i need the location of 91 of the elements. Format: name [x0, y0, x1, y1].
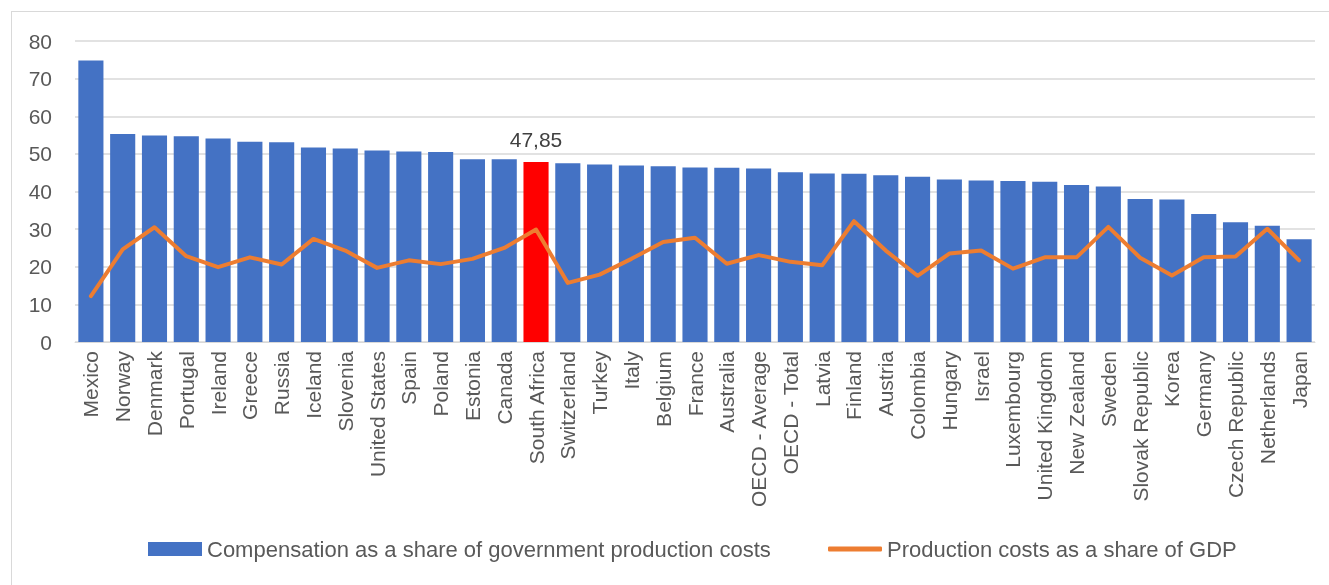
bar	[587, 164, 613, 342]
x-tick-label: Germany	[1192, 350, 1216, 438]
y-tick-label: 30	[28, 217, 52, 241]
x-tick-label: Belgium	[651, 351, 675, 427]
x-tick-label: Slovenia	[333, 350, 357, 432]
x-tick-label: Hungary	[937, 350, 961, 431]
line-series	[88, 219, 1302, 299]
bar	[1000, 180, 1026, 342]
bar	[1127, 199, 1153, 342]
x-tick-label: France	[683, 351, 707, 417]
x-tick-label: Turkey	[588, 350, 612, 415]
x-tick-label: Sweden	[1096, 351, 1120, 427]
bar	[491, 159, 517, 342]
x-tick-label: Austria	[874, 350, 898, 417]
x-tick-label: Switzerland	[556, 351, 580, 460]
x-tick-label: Korea	[1160, 350, 1184, 408]
data-label: 47,85	[509, 127, 563, 151]
bar	[1063, 185, 1090, 342]
bar	[141, 135, 168, 342]
x-tick-label: Netherlands	[1255, 351, 1279, 465]
y-tick-label: 60	[28, 104, 52, 128]
bar	[396, 151, 422, 342]
x-tick-label: New Zealand	[1065, 351, 1089, 475]
bar	[459, 159, 485, 342]
x-tick-label: Australia	[715, 350, 739, 433]
bar	[78, 60, 104, 342]
x-tick-label: Japan	[1287, 351, 1311, 409]
x-tick-label: Canada	[492, 350, 516, 425]
x-tick-label: Norway	[111, 350, 135, 423]
y-tick-label: 10	[28, 292, 52, 316]
y-tick-label: 50	[28, 142, 52, 166]
x-tick-label: Italy	[619, 350, 643, 390]
x-tick-label: United States	[365, 351, 389, 478]
x-tick-label: Luxembourg	[1001, 351, 1025, 468]
y-tick-label: 80	[28, 29, 52, 53]
x-tick-label: Greece	[238, 351, 262, 420]
x-tick-label: United Kingdom	[1033, 351, 1057, 501]
x-tick-label: Poland	[429, 351, 453, 417]
bar	[809, 173, 835, 342]
legend-label: Production costs as a share of GDP	[887, 536, 1237, 562]
bar	[523, 161, 549, 342]
bar	[110, 133, 136, 342]
bar	[714, 167, 740, 342]
bar	[1222, 222, 1249, 342]
x-tick-label: Iceland	[301, 351, 325, 419]
bar	[936, 179, 962, 342]
x-tick-label: Colombia	[906, 350, 930, 440]
bar	[428, 151, 454, 342]
bar	[205, 138, 231, 342]
bar	[1095, 186, 1121, 342]
x-tick-label: Ireland	[206, 351, 230, 416]
x-tick-label: Estonia	[460, 350, 484, 422]
bar	[237, 141, 263, 342]
x-tick-label: Russia	[270, 350, 294, 416]
y-tick-label: 0	[40, 330, 52, 354]
x-tick-label: OECD - Average	[747, 351, 771, 508]
bar	[300, 147, 327, 342]
bar	[332, 148, 358, 342]
bar	[777, 172, 803, 342]
bar	[873, 175, 899, 342]
bar	[746, 168, 772, 342]
bar	[269, 142, 295, 342]
bar	[905, 176, 931, 342]
y-tick-label: 40	[28, 180, 52, 203]
bar	[1286, 239, 1312, 342]
bar	[682, 167, 708, 342]
bar	[618, 165, 644, 342]
y-tick-label: 20	[28, 255, 52, 279]
x-tick-label: Mexico	[79, 351, 103, 418]
bar	[650, 166, 676, 342]
bar	[1254, 225, 1280, 342]
x-tick-label: Israel	[969, 351, 993, 403]
bar	[968, 180, 994, 342]
x-tick-label: Spain	[397, 351, 421, 405]
legend-label: Compensation as a share of government production costs	[207, 536, 771, 562]
bar	[173, 136, 199, 342]
bar	[364, 150, 390, 342]
x-tick-label: Denmark	[142, 350, 166, 437]
bar	[1191, 214, 1217, 342]
x-tick-label: South Africa	[524, 350, 548, 465]
bar	[841, 173, 867, 342]
x-tick-label: Latvia	[810, 350, 834, 408]
bar	[1032, 181, 1058, 342]
bar	[1159, 199, 1185, 342]
x-tick-label: Portugal	[174, 351, 198, 430]
x-tick-label: OECD - Total	[778, 351, 802, 475]
x-tick-label: Finland	[842, 351, 866, 420]
bar	[555, 163, 581, 342]
y-tick-label: 70	[28, 67, 52, 91]
x-tick-label: Czech Republic	[1224, 351, 1248, 499]
x-tick-label: Slovak Republic	[1128, 351, 1152, 502]
